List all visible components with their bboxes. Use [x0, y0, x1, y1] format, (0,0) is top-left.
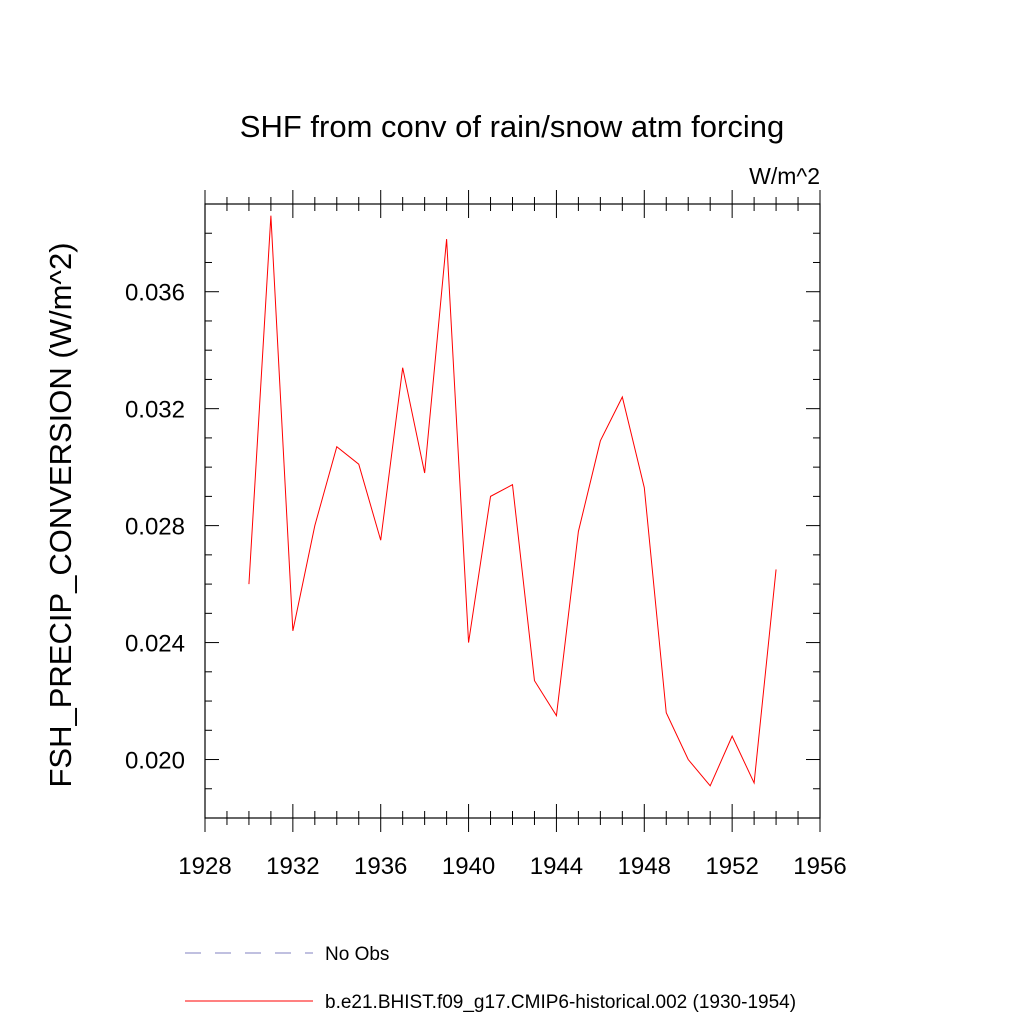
x-tick-label: 1948: [618, 853, 671, 880]
y-tick-label: 0.024: [125, 631, 185, 658]
y-axis-ticks: [205, 203, 820, 819]
units-label: W/m^2: [749, 163, 820, 189]
plot-frame: [204, 203, 821, 819]
x-tick-label: 1936: [354, 853, 407, 880]
series-line-0: [248, 215, 777, 787]
chart-title: SHF from conv of rain/snow atm forcing: [240, 109, 784, 144]
x-axis-tick-labels: 1928 1932 1936 1940 1944 1948 1952 1956: [178, 853, 846, 880]
y-axis-tick-labels: 0.020 0.024 0.028 0.032 0.036: [125, 280, 185, 775]
x-tick-label: 1932: [266, 853, 319, 880]
y-tick-label: 0.020: [125, 748, 185, 775]
legend: No Obs b.e21.BHIST.f09_g17.CMIP6-histori…: [185, 944, 796, 1013]
y-tick-label: 0.036: [125, 280, 185, 307]
y-axis-label: FSH_PRECIP_CONVERSION (W/m^2): [43, 242, 78, 787]
x-tick-label: 1940: [442, 853, 495, 880]
x-tick-label: 1952: [705, 853, 758, 880]
legend-label-no-obs: No Obs: [325, 944, 389, 965]
series-group: [248, 215, 777, 787]
y-tick-label: 0.028: [125, 514, 185, 541]
y-tick-label: 0.032: [125, 397, 185, 424]
x-tick-label: 1956: [793, 853, 846, 880]
x-tick-label: 1928: [178, 853, 231, 880]
x-axis-ticks: [204, 190, 821, 832]
legend-label-model-run: b.e21.BHIST.f09_g17.CMIP6-historical.002…: [325, 992, 796, 1013]
x-tick-label: 1944: [530, 853, 583, 880]
